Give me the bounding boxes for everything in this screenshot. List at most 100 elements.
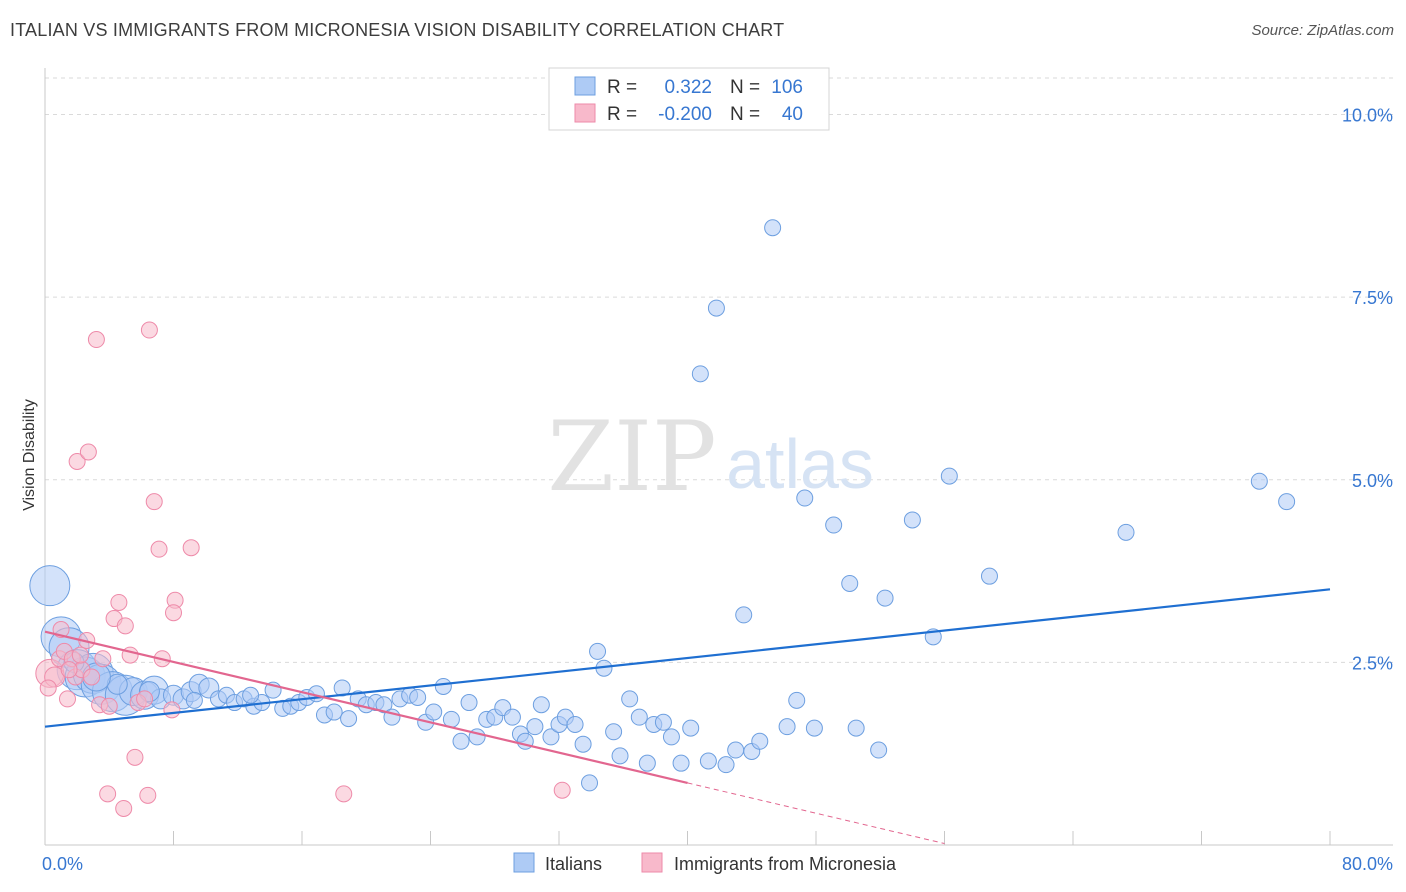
data-point <box>425 703 443 721</box>
data-point <box>139 786 157 804</box>
data-point <box>553 781 571 799</box>
data-point <box>99 785 117 803</box>
data-point <box>691 365 709 383</box>
data-point <box>574 735 592 753</box>
data-point <box>940 467 958 485</box>
data-point <box>163 701 181 719</box>
data-point <box>145 493 163 511</box>
source-label: Source: ZipAtlas.com <box>1251 22 1394 39</box>
stats-legend: R = 0.322 N = 106 R = -0.200 N = 40 <box>548 67 830 131</box>
data-point <box>87 331 105 349</box>
series-italians <box>29 219 1296 792</box>
regression-line-micronesia <box>44 630 688 784</box>
data-point <box>778 718 796 736</box>
y-axis-label: Vision Disability <box>21 399 38 511</box>
data-point <box>1278 493 1296 511</box>
data-point <box>60 661 78 679</box>
x-tick-labels: 0.0% 80.0% <box>42 854 1393 874</box>
x-tick-label: 80.0% <box>1342 854 1393 874</box>
data-point <box>662 728 680 746</box>
data-point <box>735 606 753 624</box>
regression-line-micronesia-extension <box>687 782 945 845</box>
data-point <box>980 567 998 585</box>
data-point <box>841 574 859 592</box>
watermark-atlas: atlas <box>726 425 874 503</box>
data-point <box>126 748 144 766</box>
stats-blue-n-value: 106 <box>771 77 803 98</box>
grid-lines <box>45 77 1393 663</box>
data-point <box>140 321 158 339</box>
data-point <box>150 540 168 558</box>
data-point <box>764 219 782 237</box>
data-point <box>707 299 725 317</box>
data-point <box>589 642 607 660</box>
y-tick-label: 5.0% <box>1352 471 1393 491</box>
regression-lines <box>44 588 1331 845</box>
data-point <box>79 443 97 461</box>
series-micronesia <box>35 321 571 817</box>
data-point <box>796 489 814 507</box>
stats-blue-n-label: N = <box>730 77 760 98</box>
data-point <box>825 516 843 534</box>
data-point <box>654 713 672 731</box>
stats-pink-n-value: 40 <box>782 104 803 125</box>
data-point <box>503 708 521 726</box>
data-point <box>68 453 86 470</box>
stats-pink-n-label: N = <box>730 104 760 125</box>
data-point <box>682 719 700 737</box>
stats-pink-swatch <box>574 103 596 123</box>
data-point <box>847 719 865 737</box>
data-point <box>460 694 478 712</box>
stats-pink-r-value: -0.200 <box>658 104 712 125</box>
data-point <box>242 686 260 704</box>
data-point <box>58 690 76 708</box>
legend-micronesia-swatch[interactable] <box>641 852 663 873</box>
data-point <box>630 708 648 726</box>
data-point <box>581 774 599 792</box>
y-tick-labels: 2.5% 5.0% 7.5% 10.0% <box>1342 106 1393 674</box>
data-point <box>94 650 112 668</box>
data-point <box>903 511 921 529</box>
regression-line-italians <box>44 588 1331 728</box>
data-point <box>136 690 154 708</box>
data-point <box>566 715 584 733</box>
data-point <box>717 756 735 774</box>
data-point <box>605 723 623 741</box>
data-point <box>788 691 806 709</box>
data-point <box>542 728 560 746</box>
data-point <box>805 719 823 737</box>
watermark: ZIP atlas <box>547 401 874 513</box>
data-point <box>434 677 452 695</box>
data-point <box>532 696 550 714</box>
data-point <box>870 741 888 759</box>
data-point <box>39 679 57 697</box>
chart-title: ITALIAN VS IMMIGRANTS FROM MICRONESIA VI… <box>10 20 785 40</box>
data-point <box>621 690 639 708</box>
data-point <box>672 754 690 772</box>
legend-italians-swatch[interactable] <box>513 852 535 873</box>
data-point <box>699 752 717 770</box>
legend-micronesia-label[interactable]: Immigrants from Micronesia <box>674 854 897 874</box>
stats-blue-r-value: 0.322 <box>664 77 712 98</box>
legend-italians-label[interactable]: Italians <box>545 854 602 874</box>
data-point <box>409 688 427 706</box>
watermark-zip: ZIP <box>547 401 716 513</box>
data-point <box>83 668 101 686</box>
data-point <box>876 589 894 607</box>
stats-blue-r-label: R = <box>607 77 637 98</box>
data-point <box>611 747 629 765</box>
bottom-legend: Italians Immigrants from Micronesia <box>513 852 897 874</box>
y-tick-label: 7.5% <box>1352 288 1393 308</box>
data-point <box>165 604 182 622</box>
data-point <box>29 565 71 607</box>
data-point <box>325 703 343 721</box>
y-tick-label: 2.5% <box>1352 653 1393 673</box>
data-point <box>110 593 128 611</box>
data-point <box>335 785 353 803</box>
data-point <box>1117 523 1135 541</box>
data-point <box>100 697 118 715</box>
data-point <box>115 799 133 817</box>
data-point <box>185 691 203 709</box>
x-tick-label: 0.0% <box>42 854 83 874</box>
data-point <box>1250 472 1268 490</box>
